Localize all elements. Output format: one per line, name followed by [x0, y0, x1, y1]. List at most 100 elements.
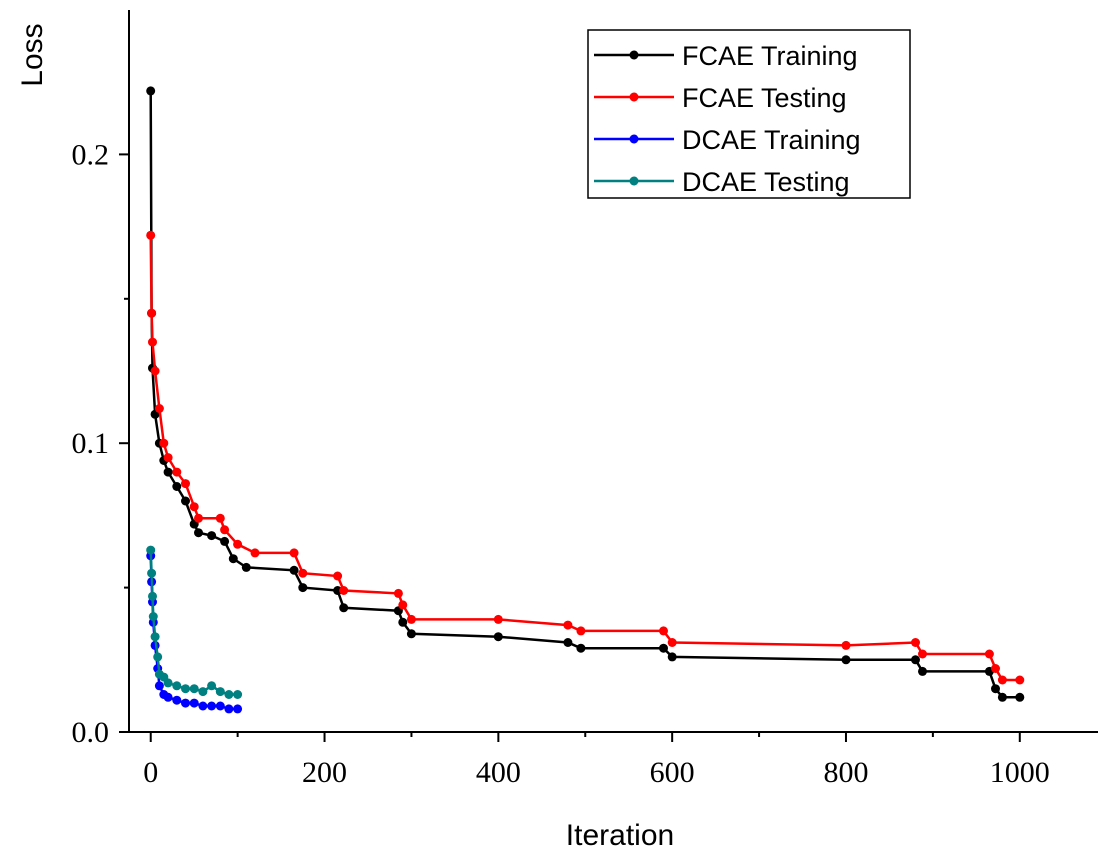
series-line: [149, 235, 1020, 682]
data-point: [220, 525, 230, 535]
legend-item-fcae-training: FCAE Training: [594, 41, 858, 71]
data-point: [659, 643, 668, 653]
data-point: [233, 539, 243, 549]
legend-swatch-marker: [629, 50, 639, 60]
data-point: [233, 704, 243, 714]
data-point: [1015, 692, 1025, 702]
y-tick-label: 0.2: [72, 138, 110, 171]
data-point: [406, 629, 416, 639]
x-tick-label: 0: [143, 756, 158, 789]
data-point: [163, 678, 173, 688]
data-point: [154, 404, 164, 413]
data-point: [563, 638, 573, 647]
data-point: [997, 692, 1007, 702]
legend-swatch-marker: [629, 176, 639, 186]
data-point: [146, 230, 156, 240]
data-point: [241, 562, 251, 572]
data-point: [997, 675, 1007, 685]
data-point: [911, 655, 920, 665]
data-point: [667, 638, 677, 647]
data-point: [215, 687, 225, 697]
data-point: [289, 548, 299, 558]
data-point: [150, 366, 160, 376]
data-point: [339, 603, 349, 613]
data-point: [172, 467, 182, 477]
legend-label: DCAE Testing: [682, 167, 850, 197]
data-point: [148, 337, 157, 347]
data-point: [493, 614, 503, 624]
legend-label: DCAE Training: [682, 125, 861, 155]
data-point: [146, 86, 156, 96]
data-point: [163, 453, 173, 463]
data-point: [493, 632, 503, 642]
data-point: [406, 614, 416, 624]
data-point: [233, 690, 243, 699]
data-point: [181, 496, 190, 506]
data-point: [146, 545, 156, 555]
data-point: [215, 513, 225, 523]
data-point: [398, 600, 408, 610]
x-tick-label: 200: [302, 756, 347, 789]
data-point: [1015, 675, 1025, 685]
data-point: [215, 701, 225, 711]
data-point: [207, 681, 217, 691]
data-point: [576, 643, 586, 653]
data-point: [147, 568, 157, 578]
x-tick-label: 800: [823, 756, 868, 789]
data-point: [333, 571, 343, 581]
data-point: [207, 531, 217, 541]
data-point: [147, 308, 157, 318]
legend-item-dcae-training: DCAE Training: [594, 125, 861, 155]
data-point: [159, 438, 169, 448]
legend-item-fcae-testing: FCAE Testing: [594, 83, 847, 113]
data-point: [984, 649, 994, 659]
series-dcae-testing: [146, 545, 243, 699]
x-ticks: 0 200 400 600 800 1000: [143, 732, 1050, 789]
data-point: [189, 698, 199, 708]
y-tick-label: 0.0: [72, 716, 110, 749]
data-point: [198, 701, 208, 711]
data-point: [189, 502, 199, 512]
data-point: [298, 583, 308, 593]
data-point: [911, 638, 920, 647]
data-point: [841, 640, 851, 650]
data-point: [224, 704, 234, 714]
plot-marks: [146, 86, 1025, 714]
legend-box: [587, 29, 911, 199]
data-point: [181, 479, 190, 489]
x-tick-label: 400: [476, 756, 521, 789]
data-point: [194, 513, 203, 523]
x-tick-label: 1000: [990, 756, 1050, 789]
data-point: [991, 664, 1000, 673]
data-point: [991, 684, 1000, 694]
data-point: [194, 528, 203, 538]
data-point: [393, 588, 403, 598]
y-ticks: 0.0 0.1 0.2: [72, 138, 129, 749]
y-tick-label: 0.1: [72, 427, 110, 460]
legend-swatch-marker: [629, 92, 639, 102]
data-point: [172, 695, 182, 705]
data-point: [576, 626, 586, 636]
data-point: [198, 687, 208, 697]
data-point: [563, 620, 573, 630]
data-point: [150, 632, 160, 642]
data-point: [667, 652, 677, 662]
data-point: [153, 652, 163, 662]
legend: FCAE Training FCAE Testing DCAE Training DC…: [587, 29, 911, 199]
data-point: [918, 666, 927, 676]
data-point: [918, 649, 927, 659]
data-point: [228, 554, 238, 564]
data-point: [163, 467, 173, 477]
series-line: [149, 90, 1020, 699]
data-point: [250, 548, 260, 558]
data-point: [163, 692, 173, 702]
data-point: [398, 617, 408, 627]
data-point: [841, 655, 851, 665]
data-point: [189, 684, 199, 694]
legend-label: FCAE Testing: [682, 83, 847, 113]
data-point: [148, 591, 157, 601]
data-point: [289, 565, 299, 575]
axes: [128, 10, 1098, 733]
legend-item-dcae-testing: DCAE Testing: [594, 167, 850, 197]
